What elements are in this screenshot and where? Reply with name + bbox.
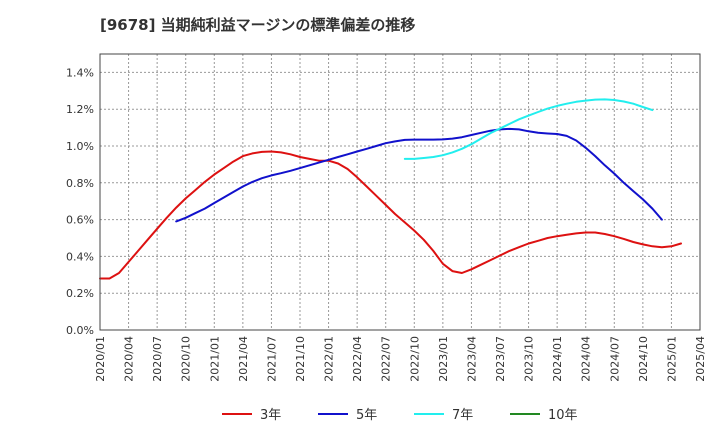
x-tick-label: 2024/07: [608, 336, 621, 382]
legend-label-0: 3年: [260, 408, 281, 423]
y-tick-label: 1.4%: [66, 66, 94, 79]
y-tick-label: 0.4%: [66, 250, 94, 263]
x-tick-label: 2020/07: [151, 336, 164, 382]
x-tick-label: 2022/01: [323, 336, 336, 382]
plot-area: [100, 54, 700, 330]
x-tick-label: 2022/04: [351, 336, 364, 382]
x-tick-label: 2023/04: [465, 336, 478, 382]
y-tick-label: 1.2%: [66, 103, 94, 116]
x-tick-label: 2021/07: [265, 336, 278, 382]
x-tick-label: 2021/10: [294, 336, 307, 382]
grid: [99, 54, 701, 331]
x-tick-label: 2023/07: [494, 336, 507, 382]
x-tick-label: 2024/10: [637, 336, 650, 382]
y-axis: 0.0% 0.2% 0.4% 0.6% 0.8% 1.0% 1.2% 1.4%: [66, 66, 94, 337]
x-tick-label: 2021/01: [208, 336, 221, 382]
x-tick-label: 2025/01: [665, 336, 678, 382]
x-axis: 2020/01 2020/04 2020/07 2020/10 2021/01 2021/…: [94, 336, 707, 382]
chart-title: [9678] 当期純利益マージンの標準偏差の推移: [100, 16, 415, 34]
x-tick-label: 2020/04: [123, 336, 136, 382]
series-line-0: [99, 150, 682, 280]
series-line-1: [175, 127, 663, 223]
y-tick-label: 0.2%: [66, 287, 94, 300]
y-tick-label: 0.0%: [66, 324, 94, 337]
x-tick-label: 2025/04: [694, 336, 707, 382]
legend: 3年 5年 7年 10年: [222, 408, 578, 423]
plot-frame: [99, 53, 701, 331]
x-tick-label: 2020/10: [180, 336, 193, 382]
x-tick-label: 2021/04: [237, 336, 250, 382]
legend-label-2: 7年: [452, 408, 473, 423]
y-tick-label: 0.6%: [66, 214, 94, 227]
x-tick-label: 2023/10: [523, 336, 536, 382]
x-tick-label: 2022/10: [408, 336, 421, 382]
x-tick-label: 2022/07: [380, 336, 393, 382]
legend-label-3: 10年: [548, 408, 578, 423]
x-tick-label: 2024/01: [551, 336, 564, 382]
y-tick-label: 0.8%: [66, 177, 94, 190]
series-layer: [99, 98, 682, 280]
x-tick-label: 2020/01: [94, 336, 107, 382]
series-line-2: [403, 98, 654, 160]
legend-label-1: 5年: [356, 408, 377, 423]
y-tick-label: 1.0%: [66, 140, 94, 153]
x-tick-label: 2024/04: [580, 336, 593, 382]
x-tick-label: 2023/01: [437, 336, 450, 382]
